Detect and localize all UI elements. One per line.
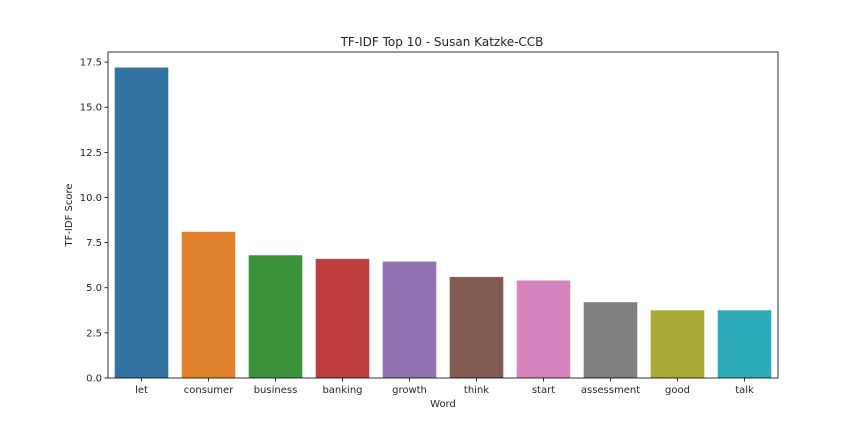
y-tick-label: 12.5 — [80, 148, 102, 159]
bar-consumer — [181, 231, 236, 378]
bar-talk — [717, 310, 772, 378]
x-tick-label: talk — [735, 385, 754, 396]
bar-banking — [315, 258, 370, 378]
x-tick-label: consumer — [184, 385, 234, 396]
y-axis-ticks: 0.0 2.5 5.0 7.5 10.0 12.5 15.0 17.5 — [80, 58, 108, 385]
y-tick-label: 7.5 — [86, 238, 102, 249]
y-tick-label: 10.0 — [80, 193, 102, 204]
plot-frame — [107, 51, 779, 379]
y-tick-label: 0.0 — [86, 374, 102, 385]
x-tick-label: let — [135, 385, 148, 396]
y-tick-label: 5.0 — [86, 283, 102, 294]
bars-group — [114, 67, 772, 379]
x-tick-label: think — [464, 385, 489, 396]
bar-think — [449, 276, 504, 378]
x-tick-label: start — [532, 385, 555, 396]
bar-growth — [382, 261, 437, 378]
x-axis-ticks: let consumer business banking growth think sta… — [135, 378, 754, 396]
y-tick-label: 17.5 — [80, 58, 102, 69]
chart-title: TF-IDF Top 10 - Susan Katzke-CCB — [340, 35, 544, 49]
bar-start — [516, 280, 571, 378]
bar-assessment — [583, 302, 638, 378]
y-tick-label: 2.5 — [86, 328, 102, 339]
y-tick-label: 15.0 — [80, 103, 102, 114]
x-tick-label: business — [254, 385, 298, 396]
x-tick-label: growth — [392, 385, 427, 396]
x-tick-label: banking — [322, 385, 362, 396]
bar-let — [114, 67, 169, 379]
bar-business — [248, 255, 303, 378]
y-axis-label: TF-IDF Score — [64, 183, 75, 247]
x-tick-label: assessment — [581, 385, 640, 396]
bar-good — [650, 310, 705, 378]
x-tick-label: good — [665, 385, 690, 396]
x-axis-label: Word — [430, 399, 456, 410]
